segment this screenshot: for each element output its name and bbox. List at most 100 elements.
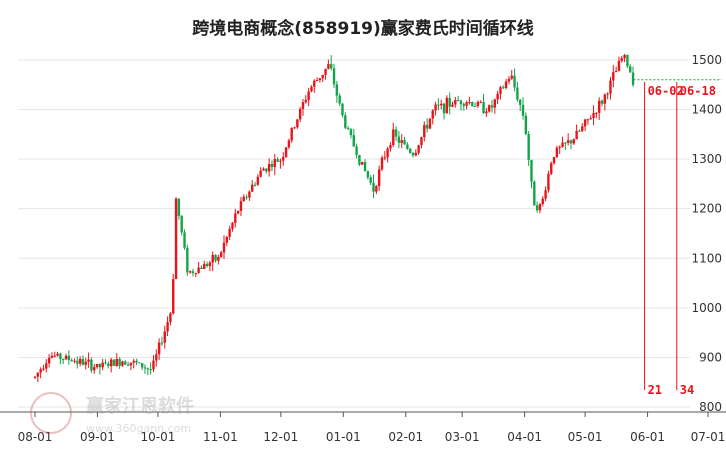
candle-up: [583, 119, 587, 127]
candle-down: [366, 171, 370, 178]
candle-up: [293, 127, 296, 129]
y-tick-label: 1400: [691, 103, 722, 117]
candle-down: [124, 361, 127, 365]
candle-up: [262, 168, 265, 171]
candle-down: [513, 75, 516, 88]
candle-up: [315, 80, 319, 82]
candle-up: [589, 118, 592, 120]
candle-up: [217, 256, 220, 261]
y-tick-label: 1100: [691, 251, 722, 265]
candle-down: [459, 100, 463, 105]
x-tick-label: 09-01: [80, 430, 115, 444]
candle-down: [349, 129, 353, 136]
candle-up: [50, 355, 54, 358]
candle-down: [118, 358, 121, 366]
candle-up: [400, 140, 403, 143]
candle-up: [428, 118, 432, 129]
candle-down: [471, 101, 474, 106]
candle-down: [355, 146, 358, 156]
watermark-name: 赢家江恩软件: [86, 396, 194, 417]
candle-down: [160, 342, 164, 344]
x-tick-label: 06-01: [630, 430, 665, 444]
candle-down: [411, 152, 415, 156]
candle-up: [239, 201, 243, 211]
candle-down: [186, 247, 189, 273]
candle-down: [112, 359, 116, 366]
candle-up: [597, 100, 601, 113]
candle-up: [234, 213, 237, 223]
candle-up: [64, 355, 68, 360]
candle-down: [530, 159, 533, 182]
candle-up: [617, 60, 621, 71]
cycle-count-label: 21: [648, 383, 662, 397]
watermark-url: www.360gann.com: [86, 422, 192, 435]
candle-up: [53, 355, 56, 357]
candle-down: [67, 355, 71, 361]
candle-up: [561, 142, 564, 147]
candle-up: [256, 176, 260, 185]
candle-up: [507, 78, 511, 82]
candle-down: [183, 232, 186, 248]
candle-up: [169, 313, 172, 323]
candle-up: [84, 361, 87, 365]
candle-down: [245, 196, 248, 198]
candle-up: [132, 360, 135, 363]
candle-up: [586, 119, 590, 121]
candle-up: [298, 109, 302, 120]
candle-up: [592, 112, 595, 119]
y-tick-label: 1200: [691, 202, 722, 216]
candle-up: [194, 273, 197, 275]
x-tick-label: 12-01: [263, 430, 298, 444]
candle-up: [440, 103, 443, 106]
candle-down: [629, 66, 632, 73]
candle-down: [600, 100, 604, 104]
candle-up: [73, 360, 76, 362]
candle-up: [310, 86, 313, 92]
candle-up: [620, 58, 623, 61]
axis-layer: 800 900 1000 1100 1200 1300 1400 1500 08-01 09-01…: [0, 53, 726, 444]
x-tick-label: 03-01: [445, 430, 480, 444]
candle-down: [62, 359, 65, 361]
candle-down: [564, 142, 567, 144]
x-tick-label: 07-01: [691, 430, 726, 444]
candle-down: [76, 360, 79, 364]
candle-down: [626, 54, 629, 67]
candle-down: [180, 215, 183, 233]
candle-down: [406, 144, 409, 149]
candle-up: [327, 64, 330, 69]
candle-down: [403, 140, 406, 145]
candle-up: [225, 236, 229, 243]
candle-down: [107, 363, 110, 367]
candle-up: [188, 271, 192, 273]
candle-up: [572, 139, 576, 144]
candle-down: [270, 163, 274, 168]
candle-down: [456, 100, 460, 102]
candle-up: [248, 191, 251, 198]
candle-up: [380, 157, 384, 170]
candle-up: [575, 130, 578, 140]
candle-down: [177, 198, 181, 216]
candle-down: [369, 177, 372, 183]
candle-up: [304, 99, 308, 103]
candle-up: [307, 91, 310, 100]
candle-up: [287, 140, 291, 148]
candle-up: [197, 267, 200, 274]
candle-up: [420, 137, 423, 146]
candle-down: [191, 271, 195, 274]
candle-up: [273, 159, 276, 168]
candle-up: [555, 147, 559, 158]
candle-up: [228, 228, 231, 237]
candle-down: [394, 129, 398, 137]
candle-down: [372, 182, 375, 192]
candle-up: [56, 353, 59, 356]
candle-up: [208, 262, 212, 267]
candle-up: [290, 127, 293, 141]
candle-up: [284, 147, 288, 157]
candle-down: [126, 364, 130, 366]
candle-up: [174, 198, 178, 280]
candle-down: [358, 155, 361, 165]
candle-down: [330, 64, 333, 69]
candle-up: [431, 110, 434, 119]
candle-up: [313, 80, 316, 87]
